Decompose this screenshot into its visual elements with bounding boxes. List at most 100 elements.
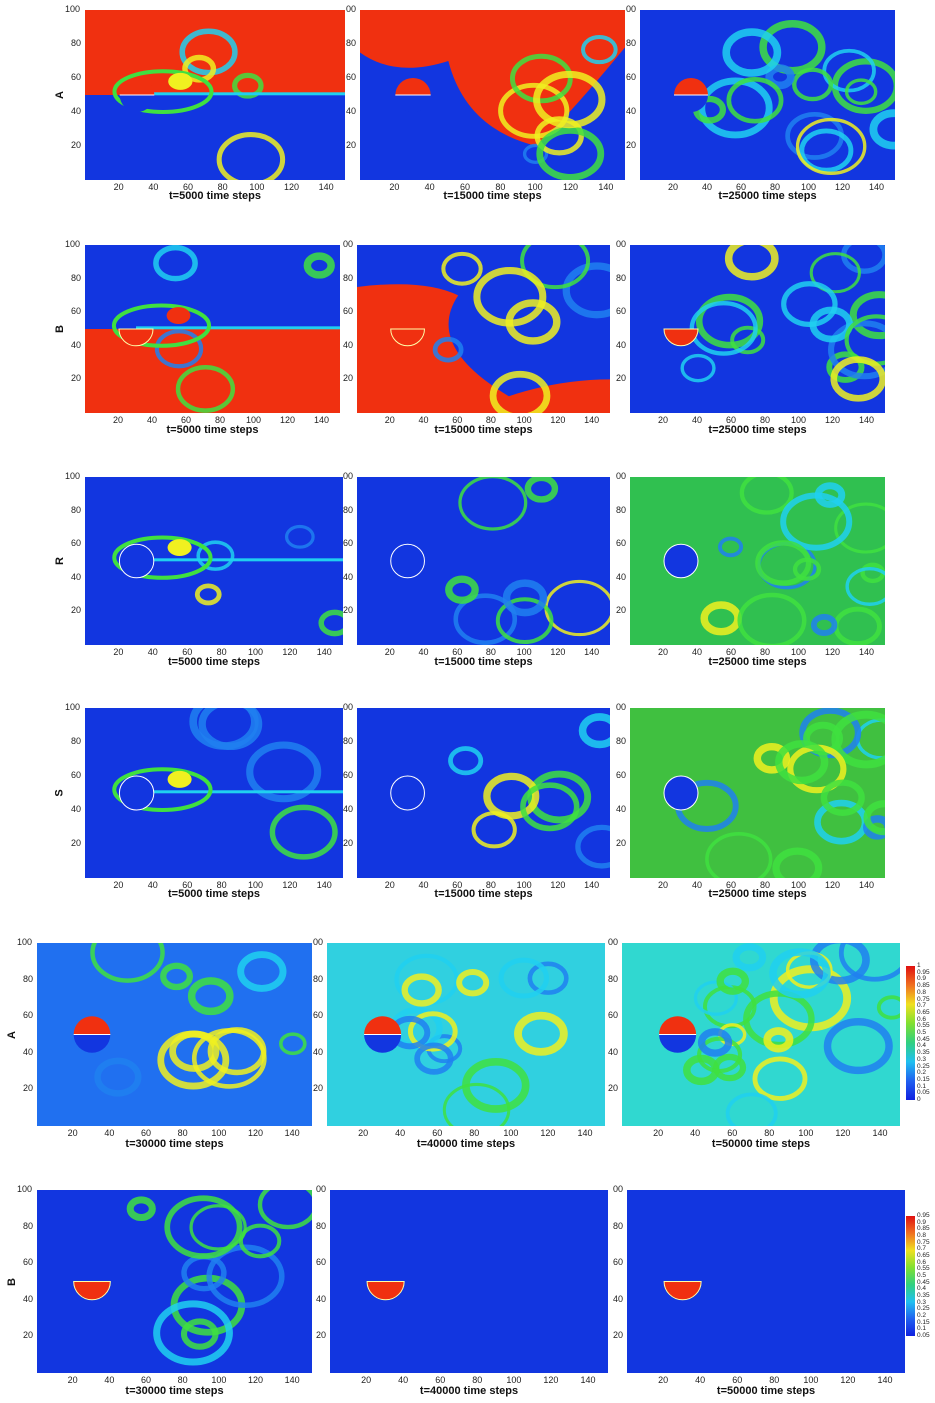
y-tick-label: 00 xyxy=(343,239,354,249)
contour-plot xyxy=(357,477,610,645)
x-tick-label: 20 xyxy=(113,415,124,425)
x-tick-label: 100 xyxy=(798,1128,814,1138)
x-tick-label: 120 xyxy=(825,880,841,890)
x-tick-label: 100 xyxy=(791,647,807,657)
time-step-caption: t=40000 time steps xyxy=(419,1385,519,1397)
time-step-caption: t=15000 time steps xyxy=(434,656,533,668)
time-step-caption: t=30000 time steps xyxy=(125,1385,224,1397)
colorbar-scale xyxy=(906,1216,915,1336)
x-tick-label: 140 xyxy=(318,182,334,192)
y-tick-label: 80 xyxy=(23,973,34,984)
x-tick-label: 60 xyxy=(726,880,737,890)
x-tick-label: 100 xyxy=(211,1128,227,1138)
colorbar-tick-label: 0.85 xyxy=(917,1225,930,1233)
y-tick-label: 80 xyxy=(616,736,627,746)
colorbar-tick-label: 0.25 xyxy=(917,1062,930,1070)
y-tick-label: 00 xyxy=(616,239,627,249)
x-tick-label: 40 xyxy=(104,1128,115,1138)
y-tick-label: 40 xyxy=(608,1046,619,1057)
x-tick-label: 120 xyxy=(248,1375,264,1385)
colorbar-tick-label: 0.35 xyxy=(917,1049,930,1057)
time-step-caption: t=15000 time steps xyxy=(443,190,542,202)
colorbar-scale xyxy=(906,966,915,1100)
y-tick-label: 40 xyxy=(626,106,637,116)
y-tick-label: 20 xyxy=(616,605,627,616)
x-tick-label: 100 xyxy=(527,182,543,192)
y-tick-label: 80 xyxy=(346,38,357,48)
y-tick-label: 80 xyxy=(71,272,82,283)
time-step-caption: t=5000 time steps xyxy=(167,888,261,900)
colorbar-tick-label: 0.05 xyxy=(917,1332,930,1339)
x-tick-label: 40 xyxy=(147,880,158,890)
contour-field xyxy=(357,245,610,413)
y-tick-label: 40 xyxy=(71,571,82,582)
time-step-caption: t=25000 time steps xyxy=(718,190,817,202)
y-tick-label: 20 xyxy=(343,838,354,848)
x-tick-label: 120 xyxy=(825,647,841,657)
y-tick-label: 60 xyxy=(343,770,354,780)
x-tick-label: 60 xyxy=(460,182,471,192)
x-tick-label: 120 xyxy=(543,1375,559,1385)
colorbar-tick-label: 0.3 xyxy=(917,1298,927,1306)
x-tick-label: 80 xyxy=(217,182,228,192)
x-tick-label: 80 xyxy=(760,647,771,657)
colorbar-tick-label: 0 xyxy=(917,1096,921,1103)
y-tick-label: 80 xyxy=(71,736,82,746)
colorbar-tick-label: 0.05 xyxy=(917,1089,930,1097)
y-tick-label: 80 xyxy=(23,1220,34,1231)
x-tick-label: 60 xyxy=(141,1375,152,1385)
colorbar-tick-label: 0.8 xyxy=(917,1232,927,1239)
contour-plot xyxy=(630,477,885,645)
contour-field xyxy=(37,1190,312,1373)
x-tick-label: 20 xyxy=(67,1375,78,1385)
x-tick-label: 100 xyxy=(503,1128,519,1138)
contour-field xyxy=(327,943,605,1126)
y-tick-label: 40 xyxy=(616,339,627,350)
y-tick-label: 80 xyxy=(608,973,619,984)
y-tick-label: 100 xyxy=(65,702,81,712)
colorbar-tick-label: 0.35 xyxy=(917,1292,930,1299)
row-label: B xyxy=(5,1277,18,1286)
x-tick-label: 60 xyxy=(182,880,193,890)
x-tick-label: 40 xyxy=(104,1375,115,1385)
y-tick-label: 80 xyxy=(613,1220,624,1231)
x-tick-label: 100 xyxy=(516,415,532,425)
x-tick-label: 40 xyxy=(692,647,703,657)
x-tick-label: 80 xyxy=(216,880,227,890)
colorbar-tick-label: 0.75 xyxy=(917,995,930,1003)
colorbar-tick-label: 0.75 xyxy=(917,1238,930,1246)
x-tick-label: 80 xyxy=(472,1375,483,1385)
colorbar-tick-label: 0.4 xyxy=(917,1285,927,1293)
x-tick-label: 120 xyxy=(550,415,566,425)
x-tick-label: 100 xyxy=(801,182,817,192)
y-tick-label: 100 xyxy=(65,471,81,481)
time-step-caption: t=25000 time steps xyxy=(708,424,807,436)
y-tick-label: 40 xyxy=(613,1293,624,1304)
colorbar-tick-label: 0.45 xyxy=(917,1278,930,1286)
x-tick-label: 60 xyxy=(726,647,737,657)
colorbar-tick-label: 0.9 xyxy=(917,975,927,983)
x-tick-label: 40 xyxy=(690,1128,701,1138)
x-tick-label: 40 xyxy=(398,1375,409,1385)
contour-plot xyxy=(85,10,345,180)
y-tick-label: 20 xyxy=(343,373,354,384)
y-tick-label: 80 xyxy=(626,38,637,48)
x-tick-label: 60 xyxy=(727,1128,738,1138)
colorbar-tick-label: 0.3 xyxy=(917,1055,927,1063)
x-tick-label: 120 xyxy=(840,1375,856,1385)
x-tick-label: 40 xyxy=(424,182,435,192)
x-tick-label: 80 xyxy=(485,880,496,890)
colorbar-tick-label: 0.7 xyxy=(917,1245,927,1253)
y-tick-label: 20 xyxy=(316,1330,327,1341)
x-tick-label: 140 xyxy=(869,182,885,192)
x-tick-label: 100 xyxy=(791,415,807,425)
y-tick-label: 20 xyxy=(616,838,627,848)
x-tick-label: 140 xyxy=(284,1128,300,1138)
y-tick-label: 00 xyxy=(346,4,357,14)
x-tick-label: 60 xyxy=(183,182,194,192)
time-step-caption: t=25000 time steps xyxy=(708,888,807,900)
x-tick-label: 80 xyxy=(769,1375,780,1385)
y-tick-label: 00 xyxy=(343,702,354,712)
x-tick-label: 20 xyxy=(361,1375,372,1385)
y-tick-label: 100 xyxy=(65,239,81,249)
